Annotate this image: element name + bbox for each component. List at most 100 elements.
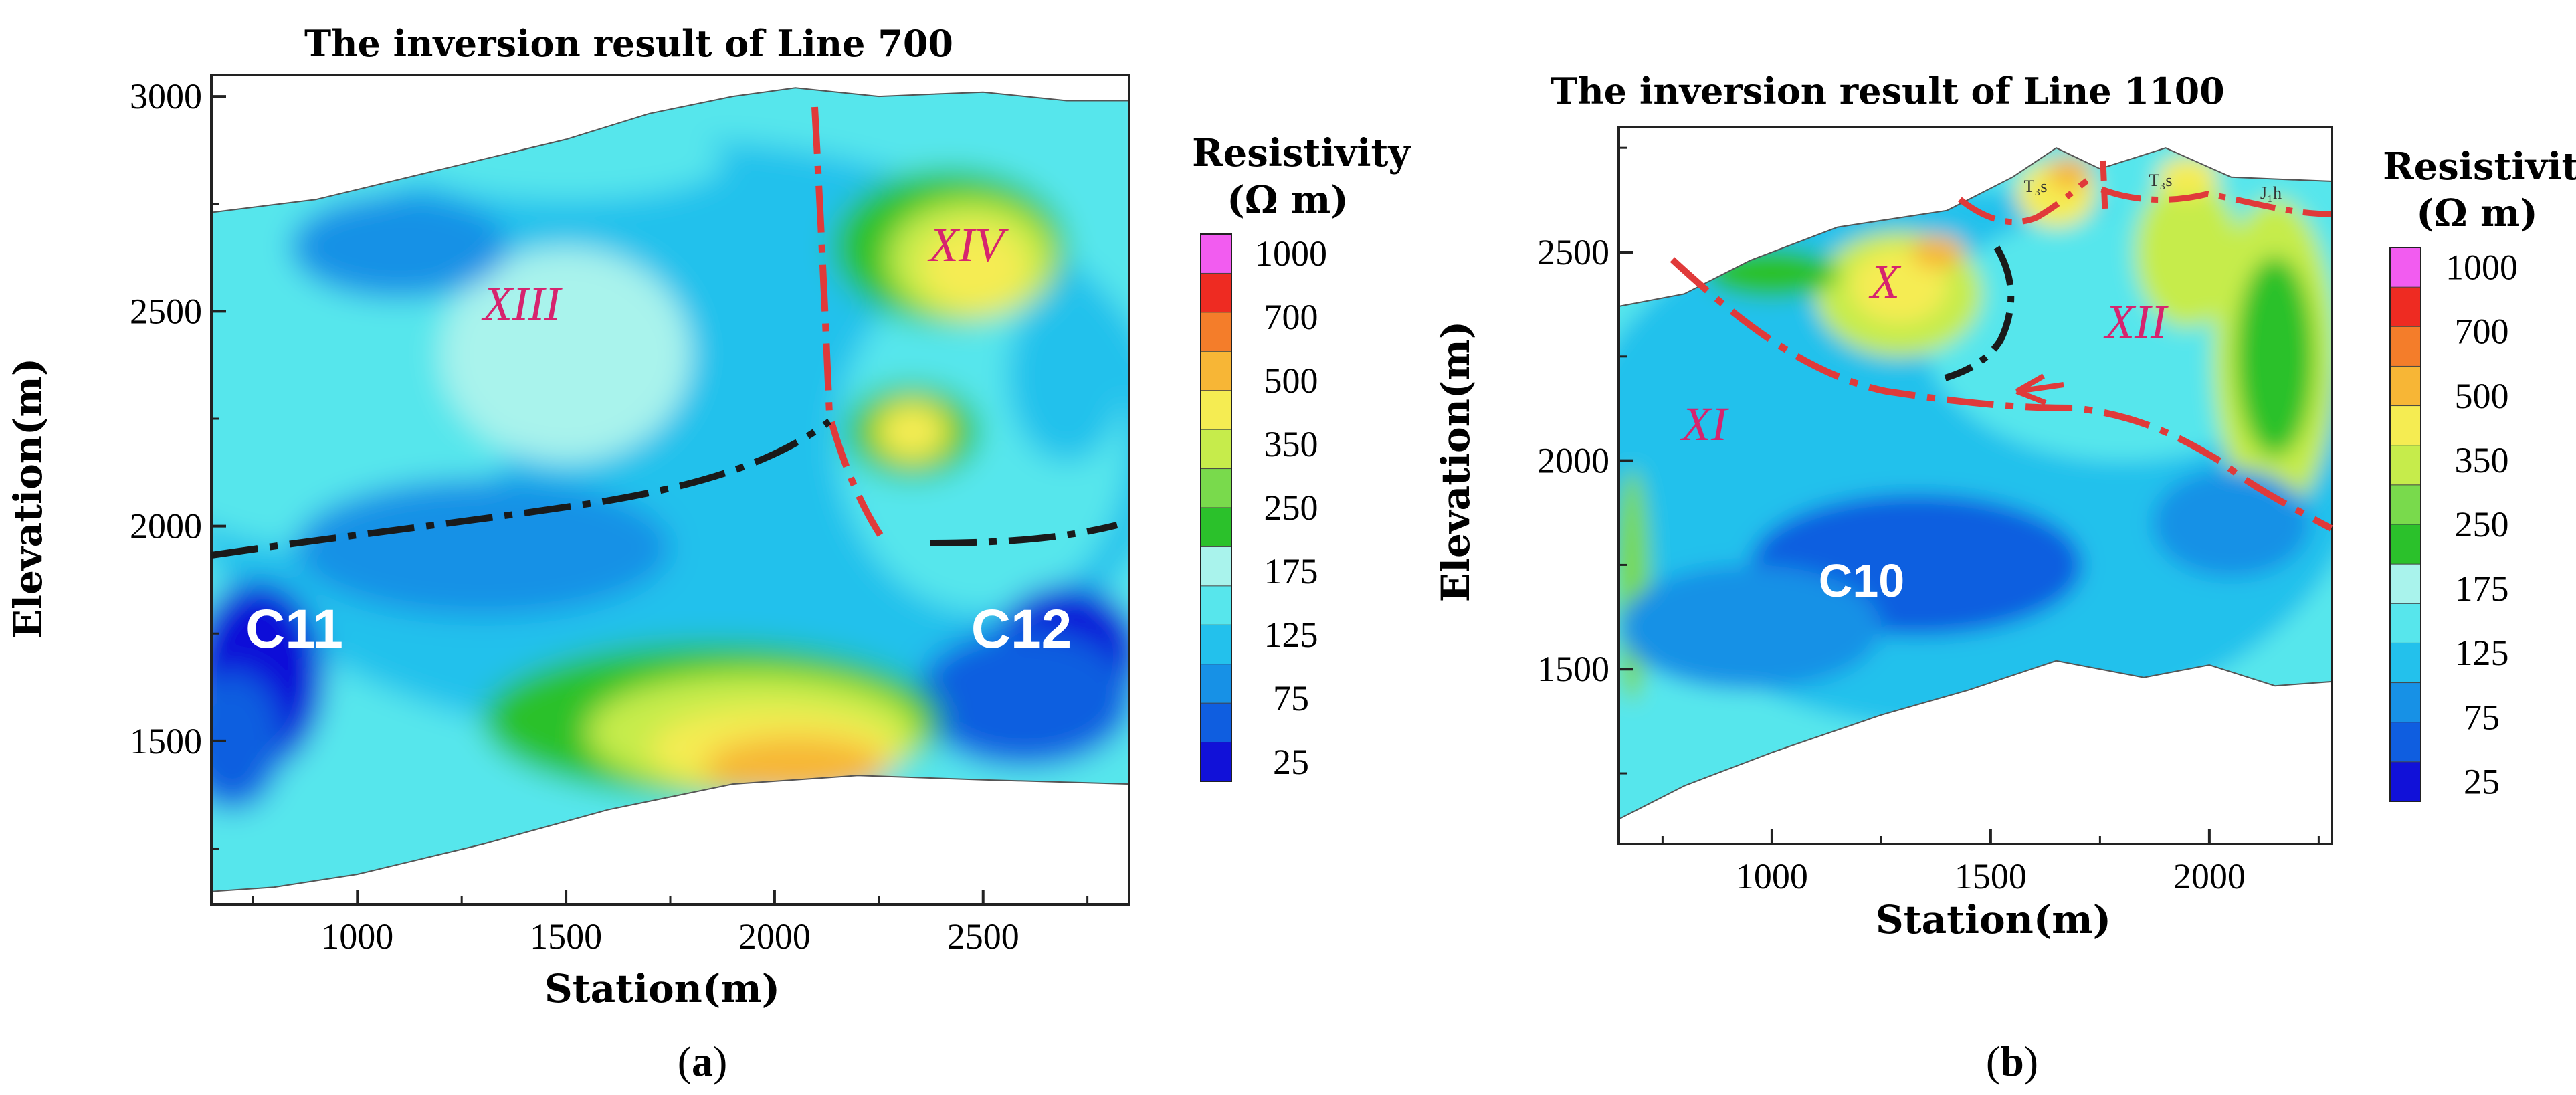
panel-b-resistivity-blob [1912,235,1965,269]
panel-a-anomaly-label-c12: C12 [971,599,1072,660]
panel-a-colorbar-swatch [1200,742,1232,782]
panel-b: The inversion result of Line 1100 1000 15… [1433,70,2576,1085]
panel-b-fault-red-top-left [1958,178,2089,225]
panel-b-zone-label-xii: XII [2103,295,2169,349]
panel-b-fault-arrow [2015,373,2064,405]
panel-a-x-tick-label: 1500 [530,916,602,957]
panel-b-zone-label-xi: XI [1680,397,1729,451]
panel-a-colorbar-label: 75 [1273,678,1309,718]
panel-a-resistivity-blob [874,401,950,462]
panel-a-x-tick-label: 2000 [738,916,811,957]
panel-b-x-axis-label: Station(m) [1876,897,2111,942]
panel-a-colorbar-swatches [1200,233,1232,782]
panel-a-y-tick-label: 1500 [130,721,202,761]
panel-a-colorbar-swatch [1200,233,1232,274]
panel-b-colorbar-swatch [2389,761,2421,803]
panel-b-colorbar-swatch [2389,445,2421,486]
panel-b-fault-red-top-right [2100,186,2332,217]
panel-b-resistivity-blob [2157,156,2218,198]
panel-a-colorbar-border [1200,233,1232,782]
panel-b-colorbar: Resistivity (Ω m) 1000 700 500 350 250 175 125… [2383,144,2576,803]
panel-a-colorbar-label: 125 [1264,615,1318,655]
panel-b-x-tick-label: 2000 [2173,856,2246,896]
panel-b-y-tick-label: 2500 [1537,232,1609,272]
panel-b-boundary-black [1944,245,2015,381]
panel-a-zone-label-xiii: XIII [481,277,563,330]
panel-b-colorbar-labels: 1000 700 500 350 250 175 125 75 25 [2446,247,2518,802]
panel-a-colorbar-swatch [1200,468,1232,508]
panel-b-resistivity-blob [1850,247,1947,323]
panel-b-resistivity-blob [2135,177,2240,328]
panel-b-x-ticks: 1000 1500 2000 [1661,829,2320,896]
panel-b-colorbar-border [2389,247,2421,802]
panel-a: The inversion result of Line 700 1000 150… [5,22,1411,1085]
panel-b-colorbar-label: 1000 [2446,247,2518,288]
panel-b-title: The inversion result of Line 1100 [1551,70,2225,112]
panel-a-x-tick-label: 2500 [947,916,1019,957]
panel-a-x-ticks: 1000 1500 2000 2500 [252,890,1089,957]
panel-a-fault-red-upper [811,106,884,537]
panel-a-x-axis-label: Station(m) [544,966,780,1011]
panel-b-colorbar-swatch [2389,524,2421,565]
panel-b-colorbar-label: 350 [2455,440,2509,480]
panel-a-colorbar-label: 25 [1273,742,1309,782]
panel-b-y-axis-label: Elevation(m) [1433,321,1478,602]
panel-a-colorbar-swatch [1200,312,1232,353]
panel-a-colorbar-swatch [1200,351,1232,391]
panel-b-color-field [1619,148,2332,819]
panel-a-caption-label: (a) [678,1037,728,1085]
panel-a-colorbar-swatch [1200,664,1232,704]
panel-a-colorbar-label: 500 [1264,361,1318,401]
panel-b-caption-letter: b [2000,1037,2024,1085]
panel-b-resistivity-blob [2152,469,2310,578]
panel-b-colorbar-swatch [2389,365,2421,407]
panel-b-colorbar-swatch [2389,286,2421,328]
panel-a-resistivity-blob [916,629,1129,767]
panel-a-colorbar-swatch [1200,624,1232,665]
panel-b-colorbar-label: 500 [2455,376,2509,416]
panel-b-colorbar-swatch [2389,722,2421,763]
panel-a-y-axis-label: Elevation(m) [5,358,51,639]
panel-a-colorbar-swatch [1200,507,1232,548]
panel-b-colorbar-swatch [2389,642,2421,684]
panel-b-formation-label-1: T₃s [2023,177,2047,196]
panel-b-zone-label-x: X [1868,255,1902,308]
panel-a-zone-label-xiv: XIV [927,218,1009,272]
panel-b-colorbar-swatch [2389,247,2421,288]
panel-a-colorbar-unit: (Ω m) [1227,178,1349,222]
panel-a-colorbar-swatch [1200,702,1232,743]
panel-a-colorbar-label: 175 [1264,551,1318,591]
panel-a-resistivity-blob [211,246,524,548]
panel-b-colorbar-unit: (Ω m) [2416,191,2538,235]
panel-a-resistivity-blob [441,246,692,462]
panel-b-y-ticks: 1500 2000 2500 [1537,146,1633,775]
panel-a-fault-lines [211,106,1118,559]
panel-a-colorbar-title: Resistivity [1192,131,1411,175]
panel-a-resistivity-blob [407,122,725,200]
panel-b-fault-red-vertical [2100,160,2108,213]
panel-b-caption-label: (b) [1986,1037,2038,1085]
panel-b-fault-lines [1670,160,2333,532]
panel-b-colorbar-swatch [2389,563,2421,605]
panel-b-y-tick-label: 1500 [1537,649,1609,689]
panel-a-title: The inversion result of Line 700 [304,22,953,65]
panel-b-colorbar-swatch [2389,326,2421,367]
panel-b-fault-red-main [1670,257,2333,532]
panel-b-resistivity-blob [1619,565,1882,690]
panel-b-colorbar-title: Resistivity [2383,144,2576,189]
panel-b-anomaly-label-c10: C10 [1819,555,1904,607]
panel-a-colorbar-label: 350 [1264,424,1318,464]
panel-a-caption-letter: a [692,1037,713,1085]
panel-a-colorbar-label: 1000 [1255,233,1327,274]
panel-a-resistivity-blob [211,672,283,810]
panel-a-colorbar-swatch [1200,429,1232,470]
panel-a-colorbar: Resistivity (Ω m) 1000 700 500 350 250 175 125… [1192,131,1411,782]
panel-a-x-tick-label: 1000 [321,916,393,957]
panel-b-formation-label-3: J₁h [2260,183,2282,203]
panel-a-colorbar-labels: 1000 700 500 350 250 175 125 75 25 [1255,233,1327,782]
panel-a-colorbar-label: 700 [1264,297,1318,337]
panel-b-y-tick-label: 2000 [1537,441,1609,481]
panel-a-y-tick-label: 2500 [130,291,202,331]
panel-a-anomaly-label-c11: C11 [245,599,343,660]
